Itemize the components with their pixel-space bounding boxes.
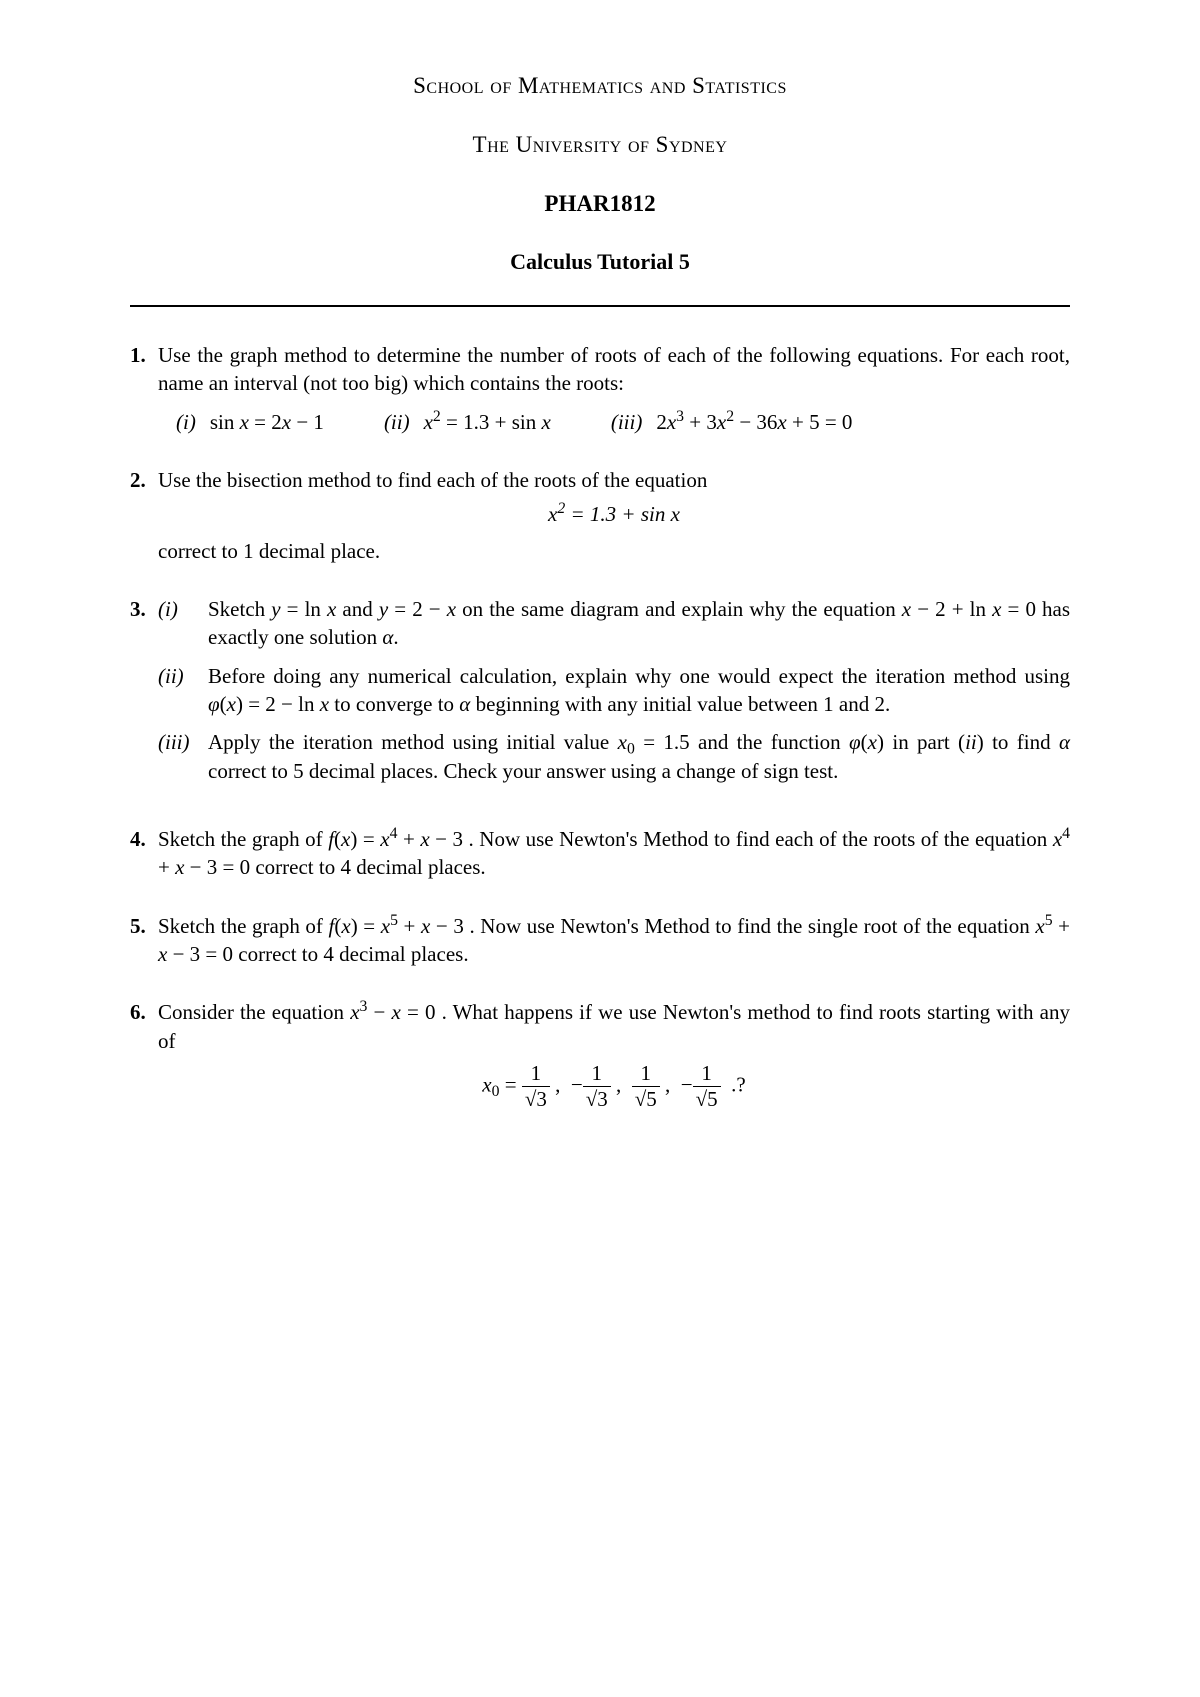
part-text: Before doing any numerical calculation, … (208, 662, 1070, 719)
question-4: 4. Sketch the graph of f(x) = x4 + x − 3… (130, 825, 1070, 882)
part-label: (i) (176, 408, 196, 436)
part-label: (iii) (158, 728, 208, 756)
tutorial-subtitle: Calculus Tutorial 5 (130, 247, 1070, 277)
part-label: (iii) (611, 408, 643, 436)
question-number: 6. (130, 998, 158, 1026)
question-body: Sketch the graph of f(x) = x4 + x − 3 . … (158, 825, 1070, 882)
question-body: Use the bisection method to find each of… (158, 466, 1070, 565)
question-text-pre: Use the bisection method to find each of… (158, 468, 707, 492)
q1-part-ii: (ii) x2 = 1.3 + sin x (384, 408, 551, 436)
question-body: Use the graph method to determine the nu… (158, 341, 1070, 436)
part-label: (i) (158, 595, 208, 623)
q1-part-i: (i) sin x = 2x − 1 (176, 408, 324, 436)
question-6: 6. Consider the equation x3 − x = 0 . Wh… (130, 998, 1070, 1118)
question-body: Consider the equation x3 − x = 0 . What … (158, 998, 1070, 1118)
display-equation: x2 = 1.3 + sin x (158, 500, 1070, 528)
question-number: 4. (130, 825, 158, 853)
course-code: PHAR1812 (130, 188, 1070, 219)
question-text-pre: Consider the equation x3 − x = 0 . What … (158, 1000, 1070, 1052)
question-body: Sketch the graph of f(x) = x5 + x − 3 . … (158, 912, 1070, 969)
question-3: 3. (i) Sketch y = ln x and y = 2 − x on … (130, 595, 1070, 795)
university-heading: The University of Sydney (130, 129, 1070, 160)
horizontal-rule (130, 305, 1070, 307)
part-equation: sin x = 2x − 1 (210, 408, 324, 436)
question-1: 1. Use the graph method to determine the… (130, 341, 1070, 436)
question-number: 2. (130, 466, 158, 494)
question-body: (i) Sketch y = ln x and y = 2 − x on the… (158, 595, 1070, 795)
question-number: 5. (130, 912, 158, 940)
part-label: (ii) (158, 662, 208, 690)
q3-part-i: (i) Sketch y = ln x and y = 2 − x on the… (158, 595, 1070, 652)
question-number: 1. (130, 341, 158, 369)
question-1-parts: (i) sin x = 2x − 1 (ii) x2 = 1.3 + sin x… (176, 408, 1070, 436)
part-label: (ii) (384, 408, 410, 436)
question-2: 2. Use the bisection method to find each… (130, 466, 1070, 565)
part-text: Sketch y = ln x and y = 2 − x on the sam… (208, 595, 1070, 652)
part-equation: x2 = 1.3 + sin x (424, 408, 551, 436)
question-text: Use the graph method to determine the nu… (158, 343, 1070, 395)
q1-part-iii: (iii) 2x3 + 3x2 − 36x + 5 = 0 (611, 408, 853, 436)
question-number: 3. (130, 595, 158, 623)
part-equation: 2x3 + 3x2 − 36x + 5 = 0 (656, 408, 852, 436)
question-text-post: correct to 1 decimal place. (158, 539, 380, 563)
q3-part-ii: (ii) Before doing any numerical calculat… (158, 662, 1070, 719)
school-heading: School of Mathematics and Statistics (130, 70, 1070, 101)
page: School of Mathematics and Statistics The… (0, 0, 1200, 1697)
q3-part-iii: (iii) Apply the iteration method using i… (158, 728, 1070, 785)
part-text: Apply the iteration method using initial… (208, 728, 1070, 785)
display-equation: x0 = 1√3 , −1√3 , 1√5 , −1√5 .? (158, 1063, 1070, 1110)
question-5: 5. Sketch the graph of f(x) = x5 + x − 3… (130, 912, 1070, 969)
